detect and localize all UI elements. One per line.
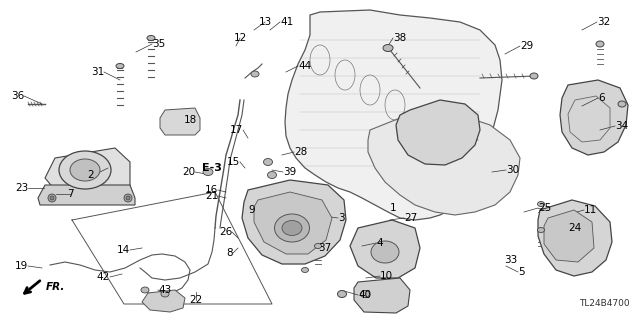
Text: 10: 10	[380, 271, 393, 281]
Ellipse shape	[596, 41, 604, 47]
Text: 38: 38	[393, 33, 406, 43]
Circle shape	[124, 194, 132, 202]
Ellipse shape	[203, 168, 213, 175]
Ellipse shape	[538, 227, 545, 233]
Circle shape	[50, 196, 54, 200]
Text: 37: 37	[318, 243, 332, 253]
Polygon shape	[560, 80, 628, 155]
Polygon shape	[142, 290, 185, 312]
Text: 32: 32	[597, 17, 611, 27]
Ellipse shape	[268, 172, 276, 179]
Text: 42: 42	[97, 272, 110, 282]
Ellipse shape	[337, 291, 346, 298]
Text: 3: 3	[338, 213, 344, 223]
Polygon shape	[254, 192, 332, 254]
Polygon shape	[350, 220, 420, 278]
Text: 43: 43	[158, 285, 172, 295]
Ellipse shape	[301, 268, 308, 272]
Text: 34: 34	[615, 121, 628, 131]
Ellipse shape	[275, 214, 310, 242]
Ellipse shape	[147, 35, 155, 41]
Circle shape	[126, 196, 130, 200]
Text: 26: 26	[219, 227, 232, 237]
Text: 44: 44	[298, 61, 311, 71]
Text: 2: 2	[88, 170, 94, 180]
Ellipse shape	[264, 159, 273, 166]
Ellipse shape	[314, 243, 321, 249]
Text: 30: 30	[506, 165, 519, 175]
Polygon shape	[242, 180, 346, 264]
Ellipse shape	[282, 220, 302, 235]
Text: 18: 18	[184, 115, 197, 125]
Text: 5: 5	[518, 267, 525, 277]
Ellipse shape	[70, 159, 100, 181]
Text: 20: 20	[182, 167, 195, 177]
Text: 23: 23	[15, 183, 28, 193]
Text: 14: 14	[116, 245, 130, 255]
Text: 21: 21	[205, 191, 218, 201]
Ellipse shape	[371, 241, 399, 263]
Text: 40: 40	[358, 290, 371, 300]
Text: 22: 22	[189, 295, 203, 305]
Circle shape	[48, 194, 56, 202]
Text: E-3: E-3	[202, 163, 222, 173]
Polygon shape	[354, 278, 410, 313]
Text: 28: 28	[294, 147, 307, 157]
Text: 29: 29	[520, 41, 533, 51]
Text: 8: 8	[227, 248, 233, 258]
Polygon shape	[396, 100, 480, 165]
Text: 41: 41	[280, 17, 293, 27]
Text: 13: 13	[259, 17, 271, 27]
Polygon shape	[38, 185, 135, 205]
Ellipse shape	[538, 202, 545, 206]
Ellipse shape	[59, 151, 111, 189]
Text: 27: 27	[404, 213, 417, 223]
Ellipse shape	[141, 287, 149, 293]
Text: 19: 19	[15, 261, 28, 271]
Text: 25: 25	[538, 203, 551, 213]
Ellipse shape	[161, 291, 169, 297]
Polygon shape	[285, 10, 502, 220]
Ellipse shape	[251, 71, 259, 77]
Text: 6: 6	[598, 93, 605, 103]
Text: 36: 36	[11, 91, 24, 101]
Ellipse shape	[618, 101, 626, 107]
Text: 4: 4	[376, 238, 383, 248]
Polygon shape	[368, 112, 520, 215]
Text: 39: 39	[283, 167, 296, 177]
Text: TL24B4700: TL24B4700	[579, 299, 630, 308]
Text: FR.: FR.	[46, 282, 65, 292]
Text: 31: 31	[91, 67, 104, 77]
Ellipse shape	[360, 291, 369, 298]
Text: 1: 1	[390, 203, 397, 213]
Text: 9: 9	[248, 205, 255, 215]
Polygon shape	[45, 148, 130, 195]
Ellipse shape	[116, 63, 124, 69]
Text: 15: 15	[227, 157, 240, 167]
Text: 24: 24	[568, 223, 581, 233]
Ellipse shape	[530, 73, 538, 79]
Text: 7: 7	[67, 189, 74, 199]
Text: 16: 16	[205, 185, 218, 195]
Ellipse shape	[383, 44, 393, 51]
Text: 33: 33	[504, 255, 517, 265]
Polygon shape	[544, 210, 594, 262]
Polygon shape	[538, 200, 612, 276]
Polygon shape	[160, 108, 200, 135]
Text: 35: 35	[152, 39, 165, 49]
Text: 12: 12	[234, 33, 246, 43]
Text: 11: 11	[584, 205, 597, 215]
Text: 17: 17	[230, 125, 243, 135]
